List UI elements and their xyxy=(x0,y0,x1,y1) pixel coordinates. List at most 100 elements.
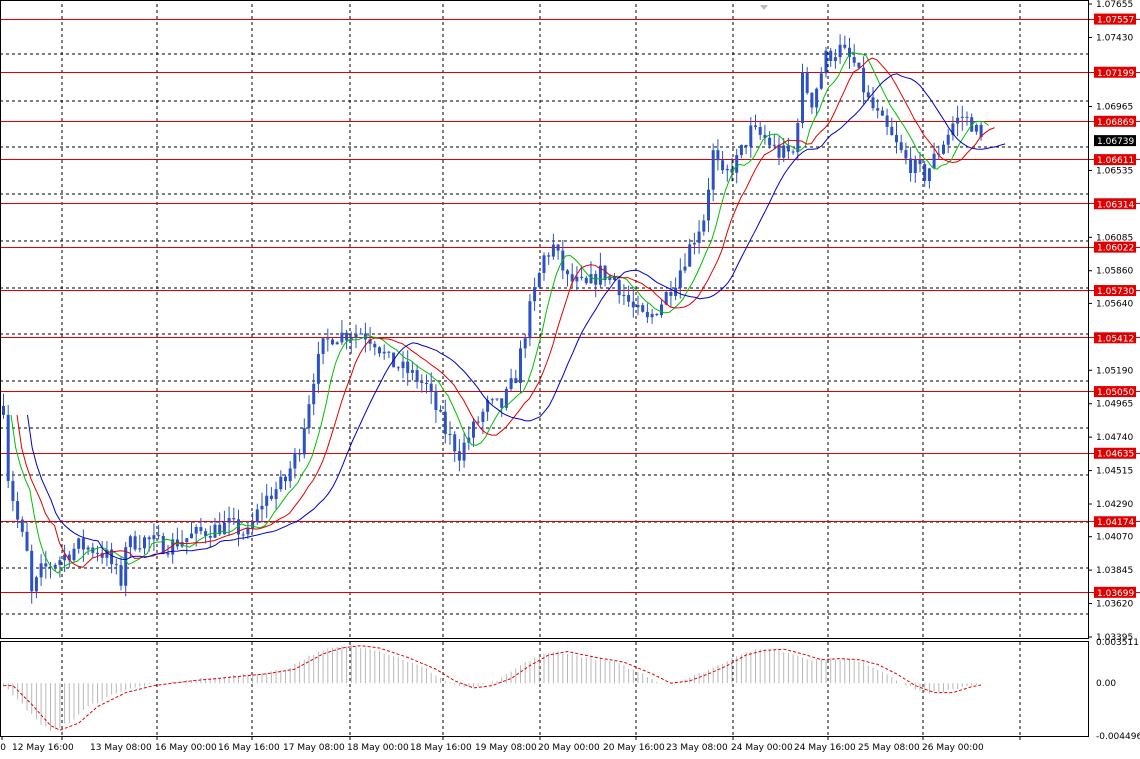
candle-body xyxy=(909,158,913,173)
time-tick-label: 18 May 00:00 xyxy=(347,743,409,753)
candle-body xyxy=(114,564,118,566)
price-tick-label: 1.03395 xyxy=(1096,633,1133,643)
candle-body xyxy=(138,548,142,550)
candle-body xyxy=(298,452,302,455)
candle-body xyxy=(58,560,62,565)
candle-body xyxy=(904,150,908,159)
candle-body xyxy=(660,304,663,316)
candle-body xyxy=(547,255,551,257)
candle-body xyxy=(655,314,659,316)
time-tick-label: 24 May 00:00 xyxy=(731,743,793,753)
level-price-tag xyxy=(1094,447,1136,459)
current-price-tag xyxy=(1094,135,1136,147)
price-tick-label: 1.06085 xyxy=(1096,233,1133,243)
time-tick-label: 18 May 16:00 xyxy=(410,743,472,753)
time-tick-label: 20 May 00:00 xyxy=(538,743,600,753)
price-panel-border xyxy=(0,0,1089,639)
candle-body xyxy=(335,342,339,345)
candle-body xyxy=(768,137,772,146)
candle-body xyxy=(218,524,222,535)
ma-mid-line xyxy=(16,57,995,568)
candle-body xyxy=(951,123,955,135)
level-price-label: 1.03699 xyxy=(1097,589,1134,599)
candle-body xyxy=(566,270,569,275)
candle-body xyxy=(279,476,283,490)
shift-marker-icon xyxy=(760,5,768,10)
candle-body xyxy=(288,468,292,482)
candle-body xyxy=(16,501,20,520)
candle-body xyxy=(580,276,584,278)
candle-body xyxy=(608,276,612,281)
candle-body xyxy=(829,50,833,62)
candle-body xyxy=(157,535,161,537)
candle-body xyxy=(415,370,419,382)
candle-body xyxy=(570,274,574,282)
candle-body xyxy=(707,189,710,221)
candle-body xyxy=(965,116,969,118)
candle-body xyxy=(20,519,24,532)
level-price-tag xyxy=(1094,241,1136,253)
candle-body xyxy=(185,538,189,543)
candle-body xyxy=(514,378,518,384)
candle-body xyxy=(190,533,193,539)
signal-line xyxy=(3,645,982,731)
candle-body xyxy=(782,145,786,158)
candle-body xyxy=(105,549,109,558)
candle-body xyxy=(284,476,287,482)
candle-body xyxy=(843,44,847,48)
candle-body xyxy=(345,332,349,341)
candle-body xyxy=(481,411,485,422)
candle-body xyxy=(786,145,790,152)
candle-body xyxy=(274,489,278,499)
price-tick-label: 1.07430 xyxy=(1096,33,1133,43)
ma-fast-line xyxy=(10,51,989,574)
price-tick-label: 1.03620 xyxy=(1096,600,1133,610)
candle-body xyxy=(824,50,828,74)
level-price-tag xyxy=(1094,386,1136,398)
candle-body xyxy=(594,274,598,285)
time-tick-label: 13 May 08:00 xyxy=(90,743,152,753)
level-price-label: 1.06611 xyxy=(1097,156,1134,166)
candle-body xyxy=(307,404,311,429)
candle-body xyxy=(852,57,856,63)
level-price-tag xyxy=(1094,332,1136,344)
candle-body xyxy=(730,168,734,173)
candle-body xyxy=(49,566,52,568)
candle-body xyxy=(401,361,405,369)
candle-body xyxy=(542,255,546,273)
candle-body xyxy=(378,347,381,354)
candle-body xyxy=(974,124,978,132)
candle-body xyxy=(500,398,504,408)
candle-body xyxy=(801,72,804,123)
candle-body xyxy=(222,522,226,535)
candle-body xyxy=(462,442,466,461)
candle-body xyxy=(528,301,532,339)
candle-body xyxy=(420,381,424,384)
candle-body xyxy=(810,92,814,108)
candle-body xyxy=(523,338,527,349)
candles xyxy=(2,34,983,604)
level-price-label: 1.06022 xyxy=(1097,244,1134,254)
candle-body xyxy=(815,88,819,108)
candle-body xyxy=(340,332,344,343)
candle-body xyxy=(749,125,753,147)
candle-body xyxy=(584,277,588,284)
candle-body xyxy=(575,276,579,282)
candle-body xyxy=(53,564,57,568)
level-price-label: 1.07557 xyxy=(1097,16,1134,26)
candle-body xyxy=(11,480,15,502)
candle-body xyxy=(509,378,513,389)
level-price-tag xyxy=(1094,198,1136,210)
level-price-tag xyxy=(1094,13,1136,25)
candle-body xyxy=(932,153,936,169)
candle-body xyxy=(227,517,231,523)
candle-body xyxy=(556,244,560,251)
price-tick-label: 1.04290 xyxy=(1096,500,1133,510)
candle-body xyxy=(77,538,81,549)
price-tick-label: 1.04070 xyxy=(1096,533,1133,543)
level-price-tag xyxy=(1094,516,1136,528)
candle-body xyxy=(913,159,917,173)
price-tick-label: 1.05640 xyxy=(1096,299,1133,309)
candle-body xyxy=(321,338,325,354)
